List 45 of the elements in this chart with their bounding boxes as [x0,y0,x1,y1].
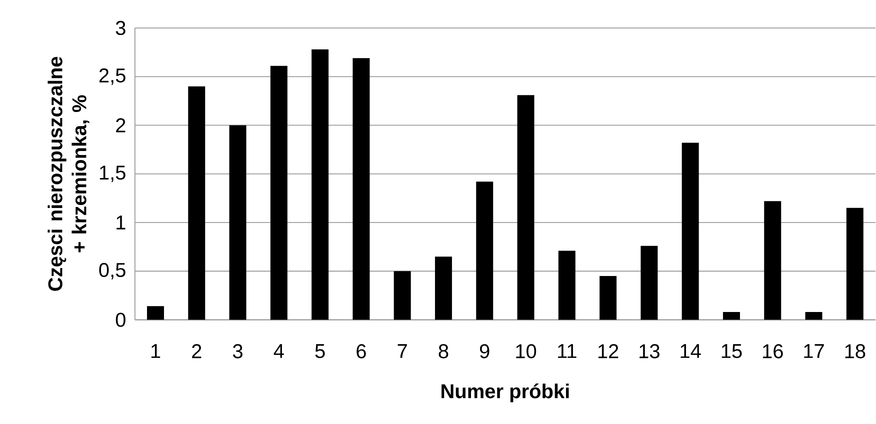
bar [434,256,452,320]
bar [394,271,411,320]
x-tick-label: 11 [558,344,576,358]
bar [558,250,576,320]
x-tick-label: 9 [480,344,490,358]
y-tick-label: 1,5 [100,166,126,182]
x-tick-label: 17 [804,344,824,358]
y-tick-label: 0 [116,312,126,327]
bar [229,125,246,320]
x-tick-label: 18 [845,344,866,358]
bar [846,208,864,320]
x-tick-label: 15 [722,344,742,358]
bar [188,86,206,320]
x-axis-title: Numer próbki [442,384,569,402]
bar [600,276,617,320]
bar [352,58,370,320]
x-tick-label: 14 [680,344,701,358]
y-axis-title: Częsci nierozpuszczalne + krzemionka, % [48,56,90,291]
x-tick-label: 16 [763,344,783,358]
bar [682,142,699,320]
y-tick-label: 1 [116,216,126,230]
y-tick-label: 2,5 [99,68,126,85]
y-tick-label: 0,5 [99,263,126,280]
x-tick-label: 8 [438,344,448,358]
bar [640,246,658,320]
bar [270,66,288,320]
bar [476,182,494,320]
bar [722,312,740,320]
x-tick-label: 1 [151,344,160,358]
x-tick-label: 12 [598,344,618,358]
bar [764,201,782,320]
bar [805,312,822,320]
x-tick-label: 6 [356,344,366,358]
y-tick-label: 3 [116,21,126,36]
bar [517,95,534,320]
bar [147,306,164,320]
x-tick-label: 7 [398,344,407,358]
x-tick-label: 13 [640,344,660,358]
x-tick-label: 3 [232,344,242,358]
x-tick-label: 4 [274,344,284,358]
x-tick-label: 5 [315,344,325,358]
x-tick-label: 2 [192,344,202,358]
x-tick-label: 10 [516,344,536,358]
bar [312,50,329,320]
y-tick-label: 2 [116,118,126,132]
